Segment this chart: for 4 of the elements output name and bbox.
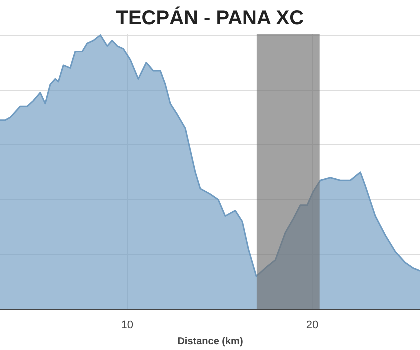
- x-tick-label: 10: [121, 320, 134, 332]
- x-tick-label: 20: [306, 320, 319, 332]
- chart-title: TECPÁN - PANA XC: [116, 6, 304, 30]
- x-axis-title: Distance (km): [178, 336, 244, 348]
